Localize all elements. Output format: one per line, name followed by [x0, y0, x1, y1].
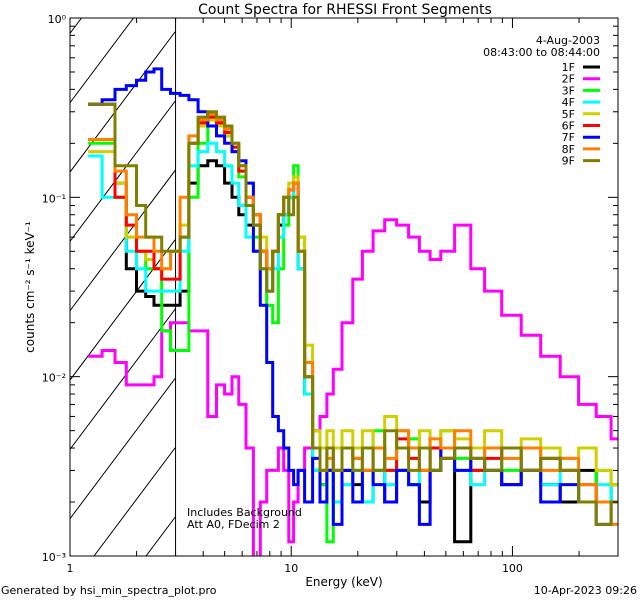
legend-time-range: 08:43:00 to 08:44:00: [483, 46, 600, 59]
legend-label-1F: 1F: [562, 61, 575, 74]
series-3F: [88, 121, 618, 544]
legend-label-7F: 7F: [562, 131, 575, 144]
y-tick-label: 10⁻²: [42, 372, 66, 385]
excluded-energy-hatch: [70, 18, 640, 556]
series-7F: [88, 67, 618, 526]
legend-label-4F: 4F: [562, 96, 575, 109]
legend-label-6F: 6F: [562, 120, 575, 133]
hatch-line: [70, 169, 176, 312]
hatch-lines: [70, 18, 640, 556]
footer-generated-by: Generated by hsi_min_spectra_plot.pro: [1, 584, 217, 597]
annotation-background: Includes Background: [187, 506, 302, 519]
y-tick-label: 10⁰: [48, 13, 67, 26]
series-8F: [88, 112, 618, 526]
legend-label-8F: 8F: [562, 143, 575, 156]
plot-frame: [69, 17, 619, 557]
hatch-line: [250, 18, 640, 556]
x-axis-label: Energy (keV): [305, 575, 382, 589]
series-6F: [88, 115, 618, 504]
hatch-line: [70, 30, 176, 173]
hatch-line: [70, 18, 82, 35]
hatch-line: [70, 377, 176, 520]
x-tick-label: 10: [284, 562, 298, 575]
series-5F: [88, 118, 618, 487]
x-tick-label: 100: [502, 562, 523, 575]
y-axis-label: counts cm⁻² s⁻¹ keV⁻¹: [23, 221, 37, 353]
y-tick-label: 10⁻³: [42, 551, 66, 564]
legend-label-2F: 2F: [562, 73, 575, 86]
series-group: [88, 67, 618, 556]
legend-label-3F: 3F: [562, 84, 575, 97]
footer-timestamp: 10-Apr-2023 09:26: [534, 584, 637, 597]
legend-label-9F: 9F: [562, 155, 575, 168]
y-tick-label: 10⁻¹: [42, 192, 66, 205]
hatch-line: [93, 446, 176, 556]
annotation-attenuator: Att A0, FDecim 2: [187, 518, 280, 531]
x-tick-label: 1: [67, 562, 74, 575]
hatch-line: [70, 238, 176, 381]
hatch-line: [70, 99, 176, 243]
axis-ticks: 1 10 100 10⁰ 10⁻¹ 10⁻² 10⁻³: [42, 13, 619, 575]
legend-label-5F: 5F: [562, 108, 575, 121]
series-2F: [88, 218, 618, 556]
hatch-line: [145, 515, 176, 556]
chart-title: Count Spectra for RHESSI Front Segments: [198, 2, 492, 18]
series-1F: [88, 102, 618, 544]
series-9F: [88, 102, 618, 526]
legend-date: 4-Aug-2003: [536, 34, 600, 47]
